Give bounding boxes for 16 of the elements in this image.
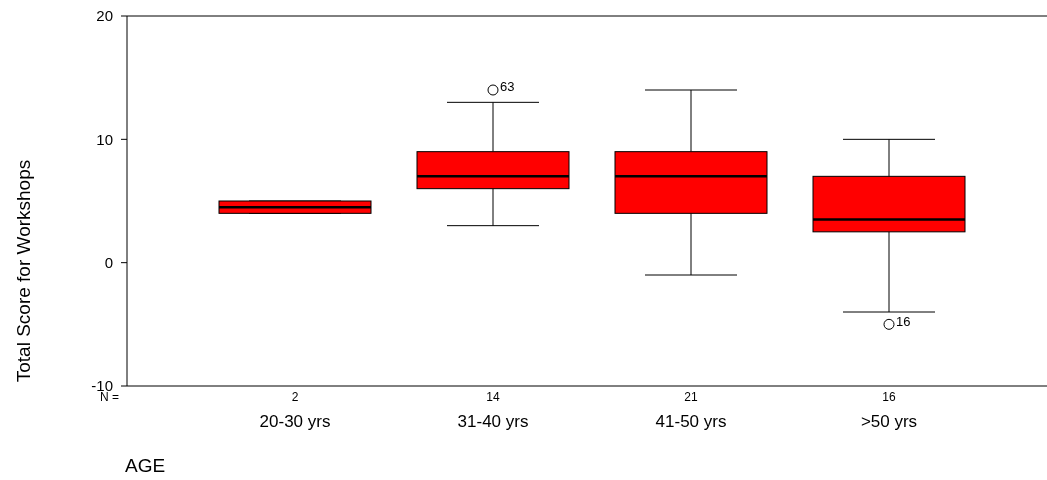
text: N = — [99, 390, 119, 404]
x-tick-label: 20-30 yrs — [259, 412, 331, 431]
x-tick-label: 31-40 yrs — [457, 412, 529, 431]
text: 16 — [882, 390, 896, 404]
text: 14 — [486, 390, 500, 404]
annotation: 63 — [500, 79, 515, 95]
x-tick-label: 41-50 yrs — [655, 412, 727, 431]
x-axis-title: AGE — [125, 455, 166, 476]
text: 2 — [291, 390, 299, 404]
y-tick-label: 0 — [104, 253, 113, 271]
x-tick-label: >50 yrs — [860, 412, 918, 431]
text: 21 — [684, 390, 698, 404]
y-tick-label: 10 — [96, 130, 113, 148]
annotation: 16 — [896, 313, 911, 329]
y-tick-label: 20 — [96, 7, 113, 25]
y-axis-title: Total Score for Workshops — [13, 159, 34, 383]
